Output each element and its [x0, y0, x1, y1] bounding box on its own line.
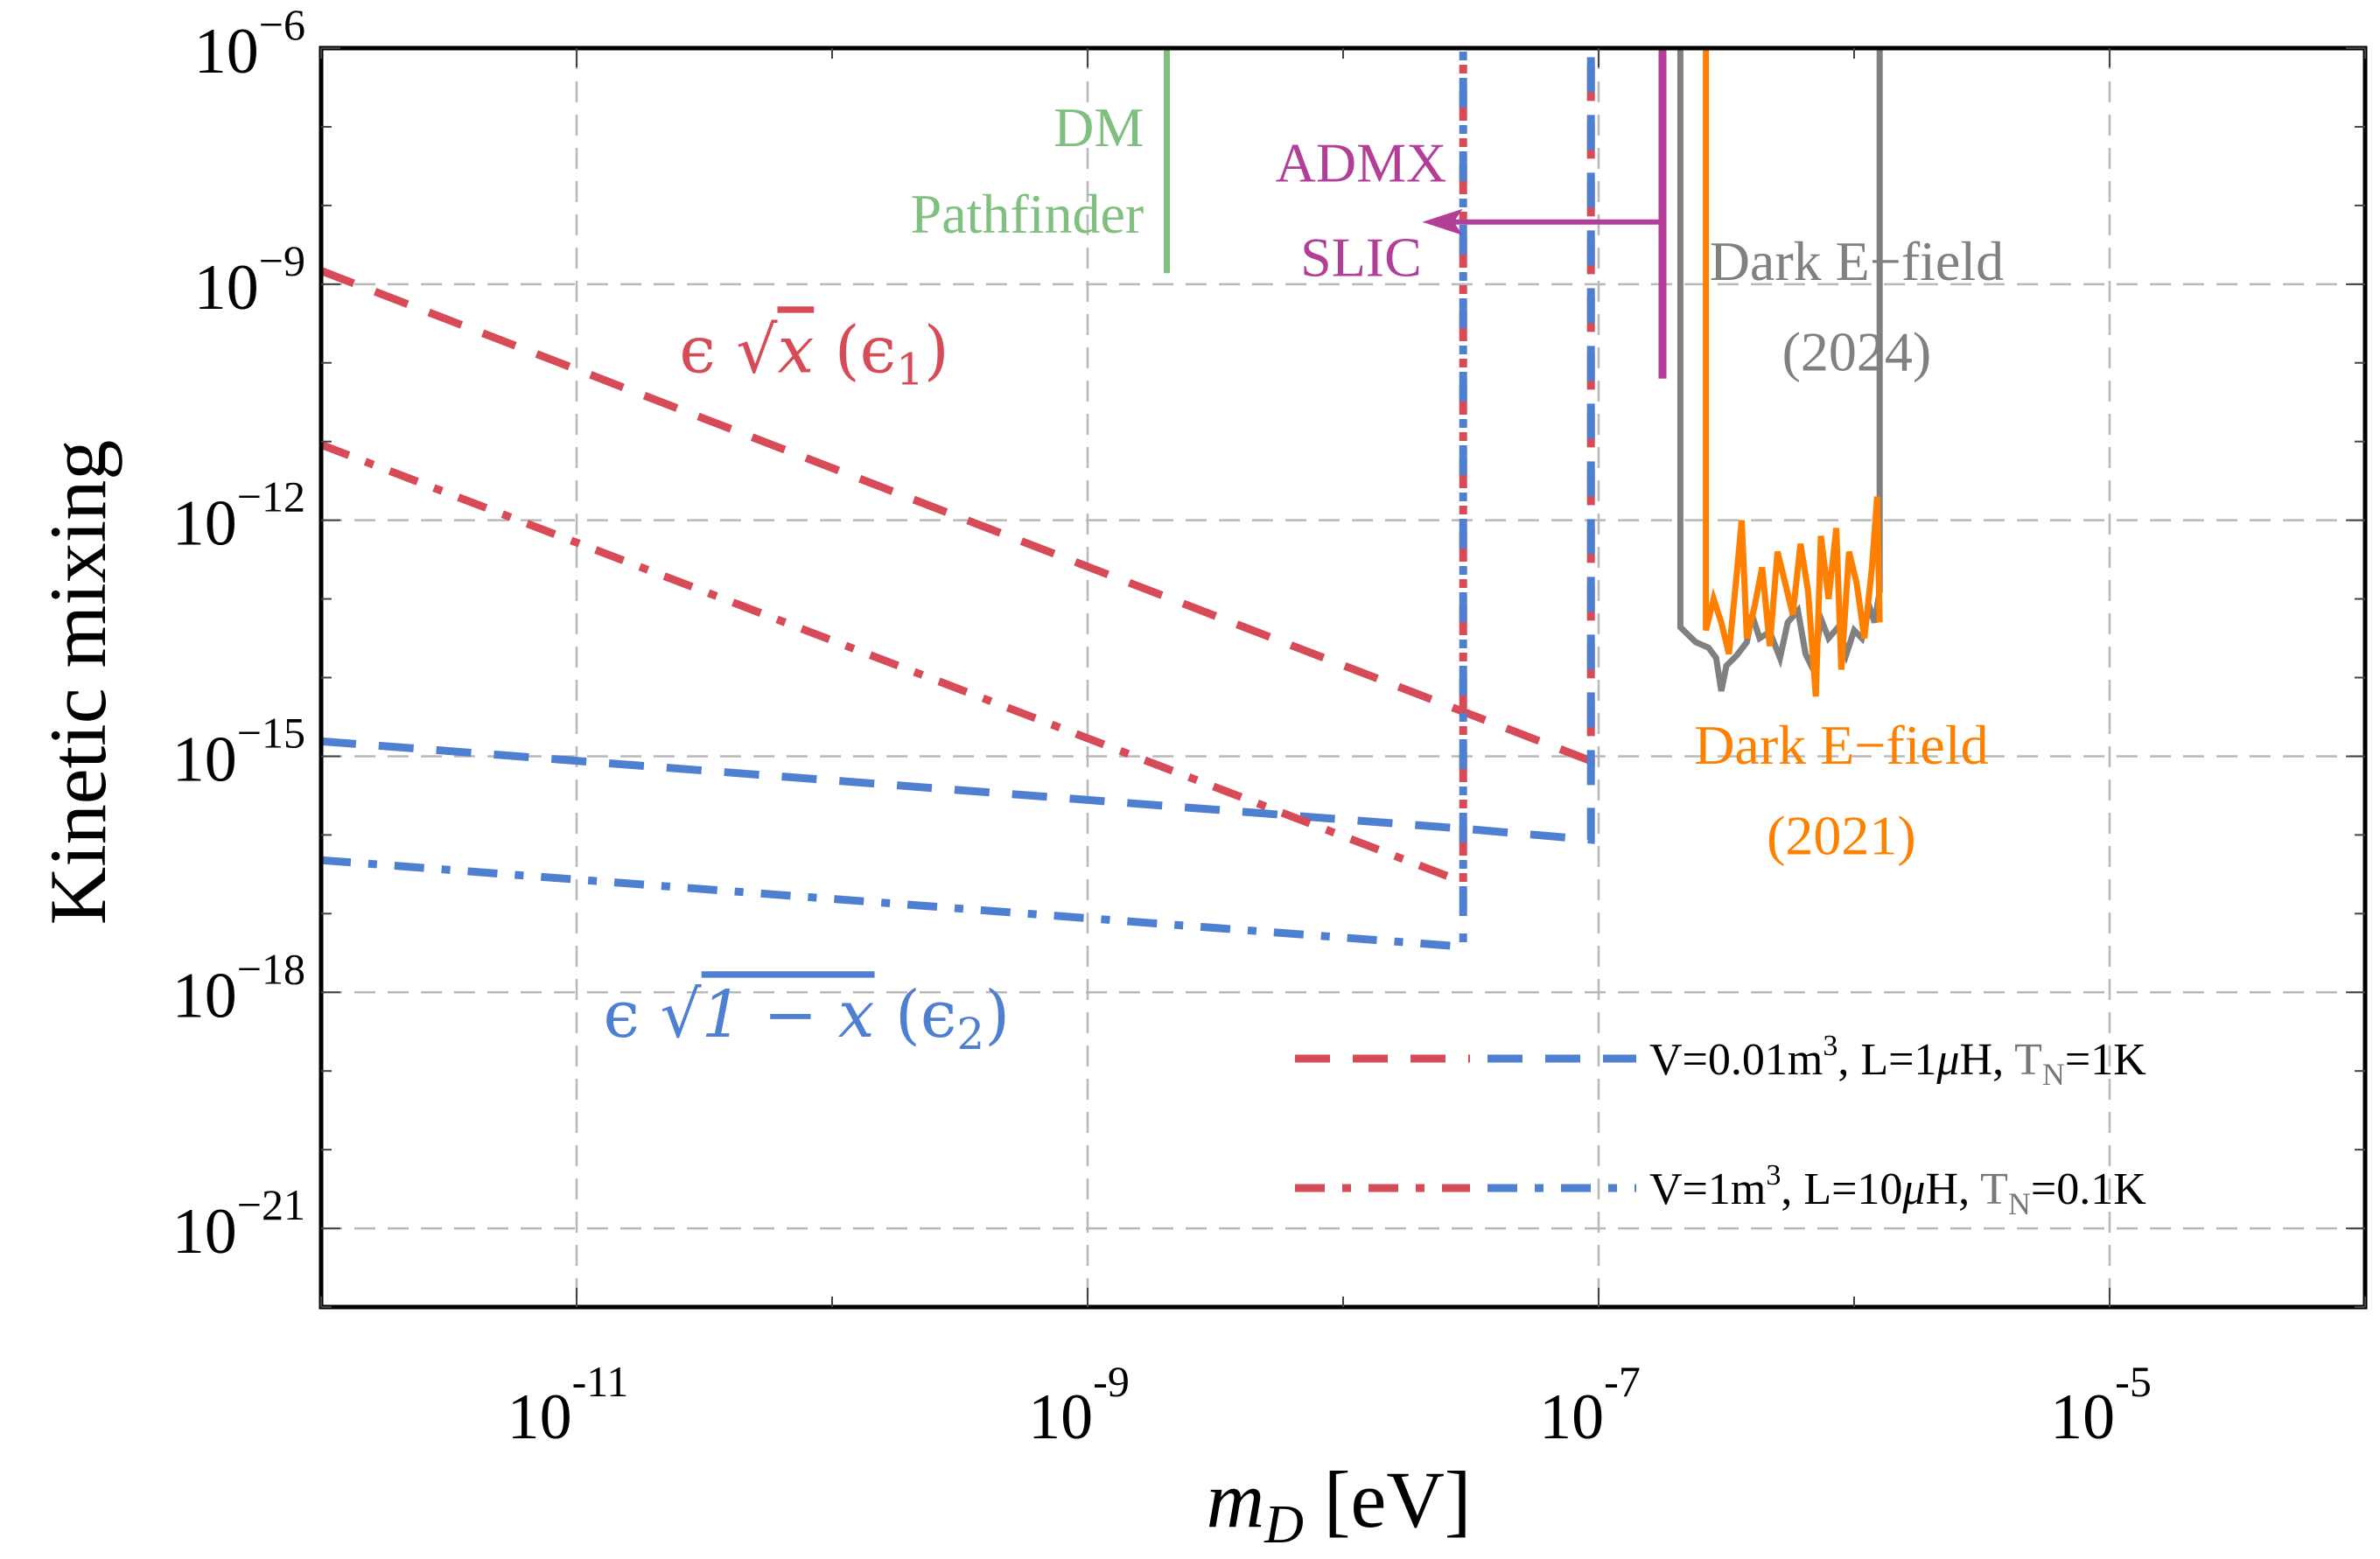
admx-slic-label-line: ADMX — [1276, 131, 1447, 193]
dm-pathfinder-label-line: DM — [1054, 96, 1144, 158]
legend-label: V=1m3, L=10μH, TN=0.1K — [1649, 1159, 2146, 1221]
y-tick-label-exp: −6 — [259, 0, 305, 49]
legend-label-sub: N — [2042, 1057, 2065, 1092]
legend-label-part: V=0.01m — [1649, 1035, 1823, 1085]
series-layer — [321, 48, 1883, 951]
x-tick-label-exp: -11 — [572, 1357, 629, 1406]
y-tick-label-base: 10 — [172, 724, 237, 795]
y-tick-label-exp: −21 — [237, 1180, 305, 1229]
dark-efield-2024-label-line: (2024) — [1782, 320, 1932, 382]
y-tick-label-base: 10 — [194, 16, 259, 87]
x-tick-label-exp: -9 — [1093, 1357, 1130, 1406]
legend-label-part: V=1m — [1649, 1164, 1766, 1214]
dark-efield-2021-label-line: (2021) — [1767, 804, 1916, 866]
y-tick-label-base: 10 — [172, 488, 237, 560]
x-tick-label: 10-5 — [2050, 1357, 2152, 1453]
x-tick-label: 10-9 — [1028, 1357, 1130, 1453]
dm-pathfinder-label-line: Pathfinder — [911, 183, 1144, 245]
eps1-label-epsilon: ϵ √ — [679, 312, 778, 388]
eps1-label-subscript: 1 — [896, 344, 924, 395]
dark-efield-2021-label-line: Dark E−field — [1694, 714, 1988, 776]
legend-label: V=0.01m3, L=1μH, TN=1K — [1649, 1030, 2146, 1092]
eps2-label-radicand: 1 − x — [702, 977, 875, 1052]
y-tick-label: 10−15 — [172, 708, 305, 795]
admx-slic-label-line: SLIC — [1300, 226, 1422, 288]
y-tick-label-base: 10 — [172, 1196, 237, 1268]
x-tick-label-base: 10 — [1028, 1381, 1093, 1453]
x-tick-label-base: 10 — [1539, 1381, 1604, 1453]
legend-label-t: T — [1980, 1164, 2008, 1214]
legend-label-sup: 3 — [1766, 1159, 1781, 1192]
x-axis-title: mD [eV] — [1207, 1455, 1472, 1555]
x-tick-label-base: 10 — [508, 1381, 572, 1453]
x-axis-var: m — [1207, 1455, 1264, 1544]
legend-label-part: , L=10 — [1781, 1164, 1902, 1214]
x-tick-label-exp: -5 — [2115, 1357, 2152, 1406]
legend-label-mu: μ — [1936, 1035, 1959, 1085]
legend: V=0.01m3, L=1μH, TN=1KV=1m3, L=10μH, TN=… — [1295, 1030, 2146, 1221]
legend-label-part: =1K — [2065, 1035, 2146, 1085]
eps2-label-epsilon: ϵ √ — [604, 977, 703, 1052]
legend-label-part: H, — [1926, 1164, 1981, 1214]
y-tick-label: 10−12 — [172, 472, 305, 560]
legend-label-part: H, — [1960, 1035, 2015, 1085]
legend-label-sup: 3 — [1823, 1030, 1838, 1062]
legend-label-mu: μ — [1901, 1164, 1925, 1214]
y-tick-label: 10−18 — [172, 944, 305, 1031]
x-tick-label-base: 10 — [2050, 1381, 2115, 1453]
eps2-label-close: ) — [984, 977, 1010, 1052]
legend-label-part: , L=1 — [1838, 1035, 1936, 1085]
x-axis-sub: D — [1264, 1495, 1304, 1555]
y-tick-label: 10−9 — [194, 236, 305, 324]
eps1-label-close: ) — [924, 312, 949, 388]
y-tick-label-base: 10 — [172, 960, 237, 1031]
dark-efield-2024-label-line: Dark E−field — [1710, 230, 2004, 292]
legend-label-sub: N — [2008, 1186, 2031, 1221]
x-tick-label: 10-11 — [508, 1357, 629, 1453]
eps1-label-radicand: x — [777, 312, 814, 388]
legend-label-t: T — [2014, 1035, 2042, 1085]
annotations-layer: DM Pathfinder ADMX SLIC Dark E−field (2024) Da… — [604, 96, 2005, 1059]
x-tick-label-exp: -7 — [1604, 1357, 1641, 1406]
eps2-label: ϵ √1 − x (ϵ2) — [604, 977, 1011, 1059]
y-tick-label-exp: −12 — [237, 472, 305, 521]
grid-layer — [321, 48, 2365, 1307]
eps2-label-subscript: 2 — [956, 1009, 984, 1059]
y-tick-label-exp: −15 — [237, 708, 305, 757]
x-axis-unit: [eV] — [1304, 1455, 1472, 1544]
eps2-label-paren: (ϵ — [875, 977, 957, 1052]
legend-label-part: =0.1K — [2031, 1164, 2146, 1214]
y-axis-title: Kinetic mixing — [33, 440, 122, 925]
ticks-layer: 10-11 10-9 10-7 10-510−610−910−1210−1510−18… — [172, 0, 2366, 1453]
y-tick-label: 10−21 — [172, 1180, 305, 1268]
series-dark-e-field-2024 — [1676, 48, 1883, 692]
x-tick-label: 10-7 — [1539, 1357, 1641, 1453]
y-tick-label-base: 10 — [194, 252, 259, 324]
y-tick-label: 10−6 — [194, 0, 305, 87]
series-dark-e-field-2021 — [1703, 48, 1883, 697]
eps1-label: ϵ √x (ϵ1) — [679, 312, 948, 395]
y-tick-label-exp: −18 — [237, 944, 305, 993]
eps1-label-paren: (ϵ — [814, 312, 896, 388]
admx-arrow-head — [1422, 208, 1463, 235]
y-tick-label-exp: −9 — [259, 236, 305, 285]
series-eps2-v-1m3-l-10uh-tn-0-1k — [321, 48, 1467, 951]
